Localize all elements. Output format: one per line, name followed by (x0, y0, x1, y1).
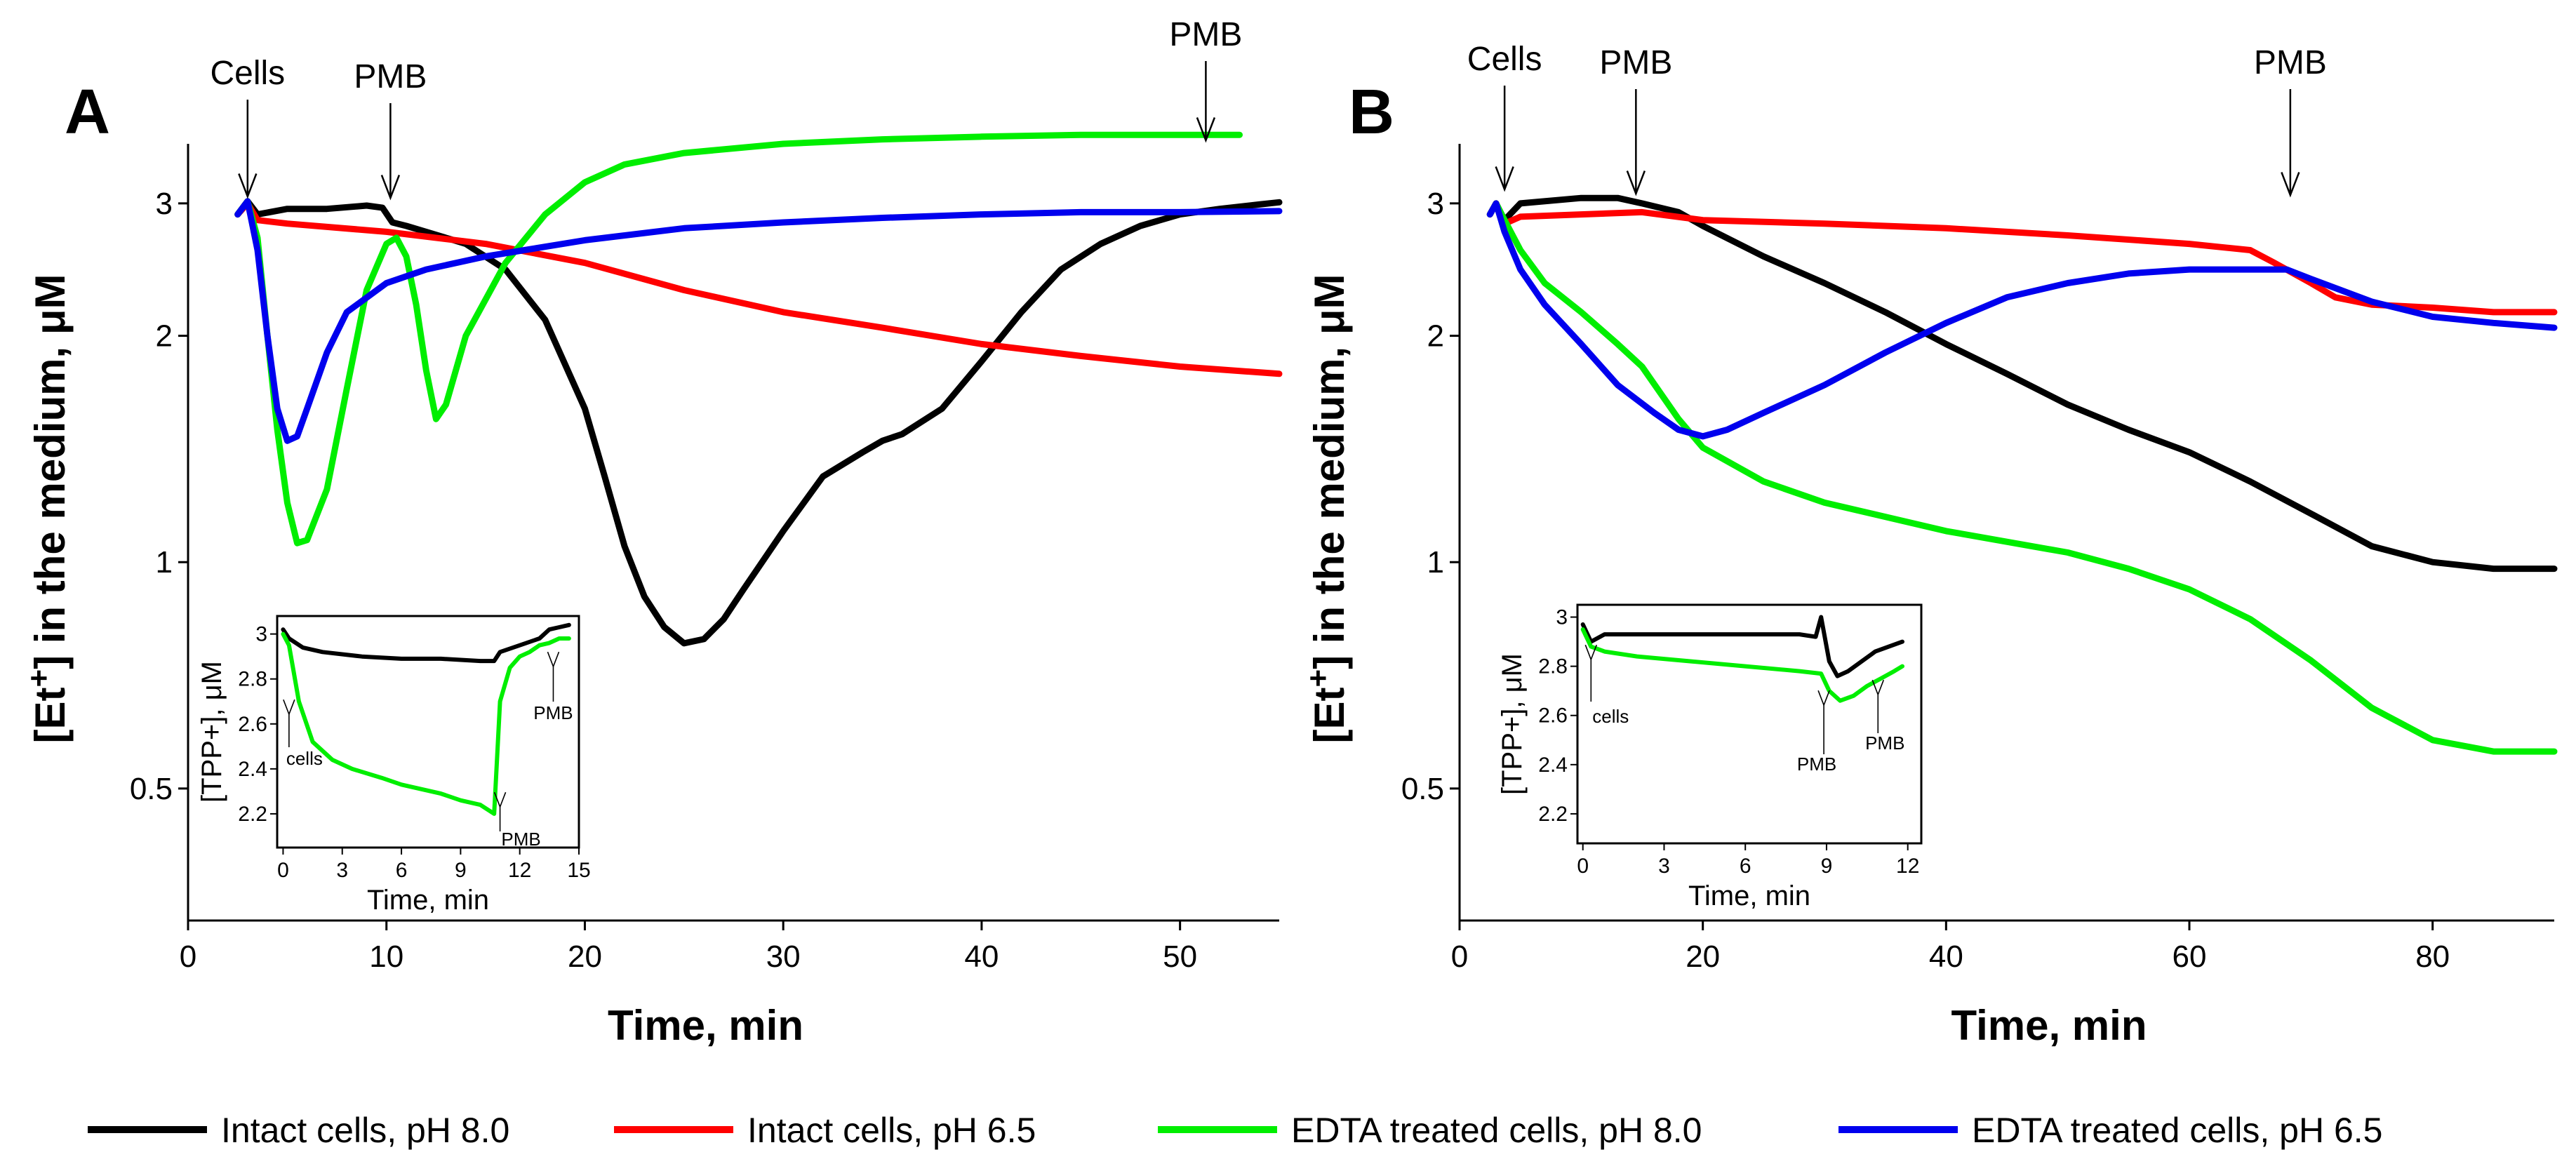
inset-x-tick-label: 6 (396, 859, 408, 882)
inset-x-tick-label: 15 (567, 859, 590, 882)
series-line-2 (234, 200, 1283, 377)
inset-annotation-label: cells (286, 748, 323, 769)
inset-y-tick-label: 2.2 (238, 803, 267, 826)
inset-y-tick-label: 2.4 (238, 758, 267, 781)
inset-annotation-arrow-head (1817, 690, 1830, 707)
x-tick-label: 30 (766, 939, 801, 974)
y-tick-label: 3 (156, 187, 173, 221)
inset-annotation-arrow-head (547, 651, 560, 669)
inset-y-axis-label: [TPP+], μM (196, 661, 227, 803)
annotation-label: Cells (1467, 41, 1542, 78)
inset-x-tick-label: 0 (277, 859, 289, 882)
x-tick-label: 80 (2415, 939, 2450, 974)
inset-x-tick-label: 0 (1577, 855, 1589, 878)
annotation-label: PMB (1169, 16, 1242, 53)
inset-annotation-label: PMB (501, 829, 540, 850)
x-axis-label: Time, min (608, 1002, 803, 1049)
x-tick-label: 40 (1929, 939, 1963, 974)
inset-x-axis-label: Time, min (1688, 881, 1810, 911)
inset-y-tick-label: 2.2 (1538, 803, 1568, 826)
y-tick-label: 0.5 (130, 772, 173, 806)
inset-x-tick-label: 12 (508, 859, 531, 882)
x-tick-label: 0 (1451, 939, 1468, 974)
annotation-label: PMB (1599, 44, 1672, 81)
x-tick-label: 0 (180, 939, 196, 974)
inset-y-tick-label: 2.4 (1538, 754, 1568, 777)
x-tick-label: 40 (964, 939, 999, 974)
x-tick-label: 20 (1686, 939, 1720, 974)
series-line-3 (1486, 200, 2558, 755)
y-tick-label: 1 (156, 545, 173, 580)
inset-x-tick-label: 6 (1740, 855, 1751, 878)
inset-y-tick-label: 3 (1556, 606, 1568, 629)
inset-series-line-1 (281, 622, 571, 664)
series-line-1 (1486, 194, 2558, 573)
panel-letter: A (65, 77, 110, 147)
panel-letter: B (1349, 77, 1394, 147)
y-tick-label: 3 (1427, 187, 1444, 221)
annotation-arrow-head (1626, 170, 1646, 196)
inset-annotation-arrow-head (493, 791, 507, 809)
annotation-arrow-head (238, 173, 258, 199)
inset-series-line-2 (1580, 627, 1904, 703)
inset-annotation-label: PMB (533, 702, 573, 723)
annotation-label: PMB (2254, 44, 2327, 81)
inset-y-tick-label: 2.6 (1538, 704, 1568, 728)
x-tick-label: 50 (1163, 939, 1197, 974)
inset-x-axis-label: Time, min (367, 885, 489, 916)
x-tick-label: 10 (369, 939, 403, 974)
inset-frame (1576, 603, 1923, 845)
annotation-arrow-head (2281, 172, 2300, 198)
inset-y-tick-label: 2.6 (238, 713, 267, 736)
y-tick-label: 2 (1427, 319, 1444, 354)
inset-annotation-label: cells (1592, 706, 1629, 727)
legend-label: EDTA treated cells, pH 8.0 (1291, 1111, 1702, 1150)
annotation-arrow-head (1196, 117, 1216, 143)
inset-x-tick-label: 12 (1896, 855, 1919, 878)
inset-annotation-arrow-head (283, 699, 295, 716)
annotation-label: PMB (354, 58, 427, 95)
y-axis-label: [Et+] in the medium, μM (22, 274, 74, 743)
series-line-4 (234, 198, 1283, 444)
inset-y-tick-label: 3 (255, 623, 267, 646)
legend-label: Intact cells, pH 8.0 (221, 1111, 509, 1150)
inset-y-tick-label: 2.8 (238, 668, 267, 691)
y-tick-label: 0.5 (1401, 772, 1444, 806)
y-axis-label: [Et+] in the medium, μM (1301, 274, 1353, 743)
inset-annotation-label: PMB (1797, 754, 1836, 775)
inset-annotation-arrow-head (1871, 679, 1885, 697)
x-tick-label: 20 (568, 939, 602, 974)
inset-series-line-2 (281, 631, 571, 816)
inset-x-tick-label: 3 (1658, 855, 1670, 878)
y-tick-label: 2 (156, 319, 173, 354)
legend: Intact cells, pH 8.0 Intact cells, pH 6.5… (88, 1111, 2382, 1150)
inset-series-line-1 (1580, 615, 1904, 678)
annotation-label: Cells (210, 55, 285, 92)
inset-y-axis-label: [TPP+], μM (1497, 653, 1528, 795)
legend-label: Intact cells, pH 6.5 (747, 1111, 1036, 1150)
x-tick-label: 60 (2173, 939, 2207, 974)
series-line-1 (234, 198, 1283, 647)
annotation-arrow-head (1495, 166, 1514, 192)
series-line-4 (1486, 200, 2558, 440)
inset-annotation-label: PMB (1865, 732, 1904, 754)
y-tick-label: 1 (1427, 545, 1444, 580)
inset-y-tick-label: 2.8 (1538, 655, 1568, 678)
annotation-arrow-head (380, 175, 401, 201)
inset-x-tick-label: 9 (1821, 855, 1833, 878)
legend-label: EDTA treated cells, pH 6.5 (1972, 1111, 2382, 1150)
inset-annotation-arrow-head (1584, 644, 1598, 662)
x-axis-label: Time, min (1951, 1002, 2147, 1049)
inset-x-tick-label: 3 (336, 859, 348, 882)
series-line-3 (234, 131, 1243, 547)
inset-x-tick-label: 9 (455, 859, 467, 882)
